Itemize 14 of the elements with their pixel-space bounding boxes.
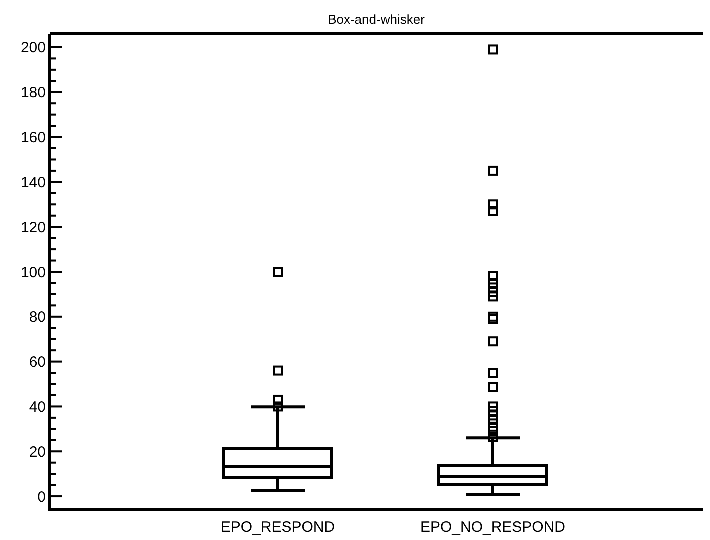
y-tick-label: 100 xyxy=(20,264,46,282)
y-tick-label: 200 xyxy=(20,40,46,57)
y-tick-label: 80 xyxy=(29,309,46,326)
x-tick-label: EPO_NO_RESPOND xyxy=(420,519,566,536)
y-tick-label: 140 xyxy=(20,174,46,192)
x-tick-label: EPO_RESPOND xyxy=(220,519,336,536)
y-tick-label: 0 xyxy=(38,488,46,506)
y-tick-label: 160 xyxy=(20,130,46,147)
chart-title: Box-and-whisker xyxy=(328,12,426,27)
y-tick-label: 40 xyxy=(29,398,46,416)
y-tick-label: 20 xyxy=(29,444,46,461)
y-tick-label: 60 xyxy=(29,354,46,372)
y-tick-label: 120 xyxy=(20,219,46,236)
y-tick-label: 180 xyxy=(20,84,46,102)
